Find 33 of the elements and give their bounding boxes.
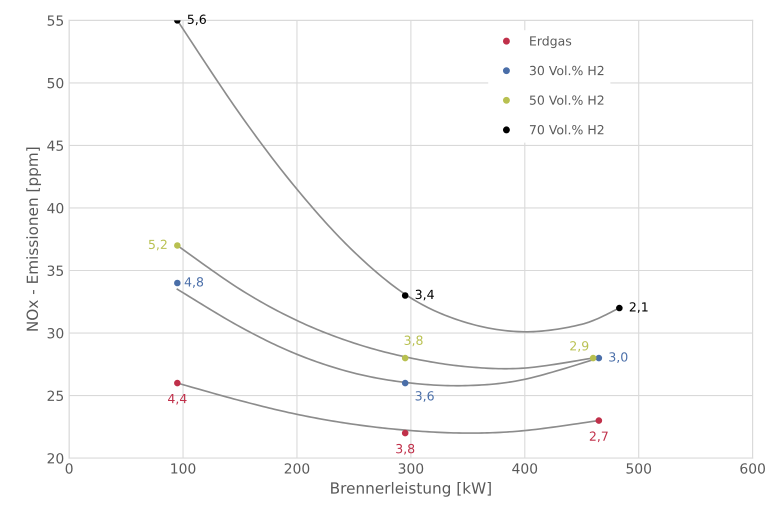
x-tick-label: 500 [626,463,652,474]
y-axis-title: NOx - Emissionen [ppm] [26,148,42,331]
y-tick-label: 25 [48,390,64,402]
x-axis-title: Brennerleistung [kW] [331,482,491,497]
x-tick-label: 300 [398,463,424,474]
y-tick-label: 20 [48,453,64,464]
annotation: 3,6 [416,391,434,402]
annotation: 4,8 [184,277,204,288]
legend-label: 70 Vol.% H2 [530,124,604,134]
annotation: 4,4 [168,394,187,405]
x-tick-label: 200 [284,463,310,474]
y-tick-label: 45 [47,140,64,151]
legend-label: 50 Vol.% H2 [530,95,604,105]
annotation: 3,8 [404,336,423,346]
annotation: 2,9 [570,341,588,352]
annotation: 2,7 [590,431,608,442]
x-tick-label: 400 [512,463,538,474]
x-tick-label: 0 [66,463,73,474]
y-tick-label: 30 [48,328,64,339]
x-tick-label: 100 [171,463,196,474]
annotation: 5,2 [148,240,167,250]
x-tick-label: 600 [740,463,765,474]
legend-label: Erdgas [530,36,572,48]
y-tick-label: 40 [47,202,64,214]
annotation: 5,6 [188,14,206,26]
annotation: 3,0 [609,352,628,363]
annotation: 3,8 [396,444,414,455]
y-tick-label: 35 [48,265,64,276]
legend-label: 30 Vol.% H2 [530,66,604,76]
annotation: 3,4 [416,290,434,300]
y-tick-label: 50 [48,78,64,88]
y-tick-label: 55 [48,16,64,26]
annotation: 2,1 [630,302,648,313]
